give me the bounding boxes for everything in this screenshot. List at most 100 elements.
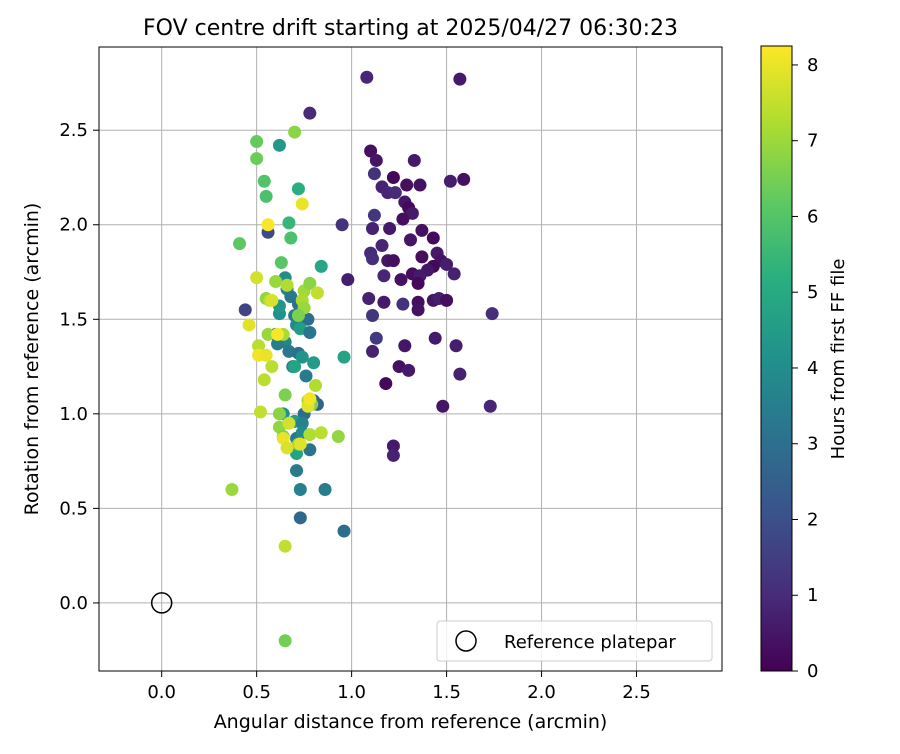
data-point (341, 273, 355, 287)
data-point (405, 206, 419, 220)
data-point (290, 464, 304, 478)
data-point (386, 170, 400, 184)
data-point (280, 441, 294, 455)
y-tick-label: 2.5 (59, 120, 88, 141)
legend-marker (455, 630, 477, 652)
data-point (383, 222, 397, 236)
data-point (413, 178, 427, 192)
data-point (250, 152, 264, 166)
data-point (288, 360, 302, 374)
data-point (367, 167, 381, 181)
colorbar-tick-label: 3 (807, 434, 818, 455)
y-axis-ticks: 0.0 0.5 1.0 1.5 2.0 2.5 (59, 120, 99, 614)
data-point (274, 256, 288, 270)
data-point (293, 437, 307, 451)
data-point (375, 239, 389, 253)
data-point (295, 416, 309, 430)
data-point (303, 326, 317, 340)
data-point (259, 189, 273, 203)
data-point (386, 439, 400, 453)
data-point (396, 212, 410, 226)
data-point (303, 106, 317, 120)
x-tick-label: 1.5 (432, 682, 461, 703)
data-point (396, 297, 410, 311)
data-point (483, 399, 497, 413)
data-point (303, 428, 317, 442)
data-point (278, 388, 292, 402)
data-point (485, 307, 499, 321)
data-point (272, 407, 286, 421)
y-tick-label: 0.5 (59, 498, 88, 519)
data-point (388, 186, 402, 200)
data-point (457, 172, 471, 186)
data-point (250, 135, 264, 149)
data-point (299, 369, 313, 383)
data-point (310, 286, 324, 300)
colorbar-tick-label: 0 (807, 661, 818, 682)
data-point (269, 274, 283, 288)
data-point (415, 250, 429, 264)
data-point (362, 291, 376, 305)
data-point (271, 327, 285, 341)
colorbar-tick-label: 4 (807, 358, 818, 379)
data-point (233, 237, 247, 251)
data-point (449, 339, 463, 353)
colorbar-tick-label: 7 (807, 131, 818, 152)
data-point (318, 482, 332, 496)
legend-label: Reference platepar (504, 632, 676, 653)
data-point (379, 377, 393, 391)
data-point (295, 197, 309, 211)
data-point (282, 216, 296, 230)
data-point (360, 70, 374, 84)
x-tick-label: 0.5 (242, 682, 271, 703)
data-point (366, 344, 380, 358)
data-point (335, 218, 349, 232)
data-point (411, 276, 425, 290)
data-point (453, 72, 467, 86)
data-point (291, 182, 305, 196)
data-point (404, 233, 417, 247)
data-point (293, 511, 307, 525)
data-point (238, 303, 252, 317)
data-point (303, 276, 317, 290)
data-point (250, 271, 264, 285)
data-point (394, 273, 408, 287)
legend-box (436, 620, 713, 662)
data-point (261, 327, 275, 341)
data-point (426, 231, 440, 245)
colorbar: 0 1 2 3 4 5 6 7 8 Hours from first FF file (760, 45, 849, 682)
data-point (252, 339, 266, 353)
data-point (398, 339, 412, 353)
data-point (309, 378, 323, 392)
data-point (303, 443, 317, 457)
data-point (293, 482, 307, 496)
data-point (314, 259, 328, 273)
data-point (272, 138, 286, 152)
colorbar-tick-label: 6 (807, 206, 818, 227)
data-point (331, 430, 345, 444)
data-point (282, 416, 296, 430)
data-point (369, 331, 383, 345)
data-point (288, 125, 302, 139)
data-point (284, 231, 298, 245)
colorbar-gradient (760, 45, 793, 672)
x-tick-label: 2.0 (527, 682, 556, 703)
data-point (447, 267, 461, 281)
legend: Reference platepar (436, 620, 713, 662)
colorbar-tick-label: 1 (807, 585, 818, 606)
data-point (278, 539, 292, 553)
data-point (291, 309, 305, 323)
data-point (257, 373, 271, 387)
x-axis-ticks: 0.0 0.5 1.0 1.5 2.0 2.5 (147, 671, 651, 703)
data-point (440, 293, 454, 307)
data-point (377, 295, 391, 309)
data-point (259, 348, 273, 362)
data-point (366, 222, 380, 236)
data-points (225, 70, 499, 648)
data-point (337, 350, 351, 364)
data-point (253, 405, 267, 419)
data-point (453, 367, 467, 381)
data-point (415, 223, 429, 237)
data-point (402, 363, 416, 377)
data-point (386, 448, 400, 462)
